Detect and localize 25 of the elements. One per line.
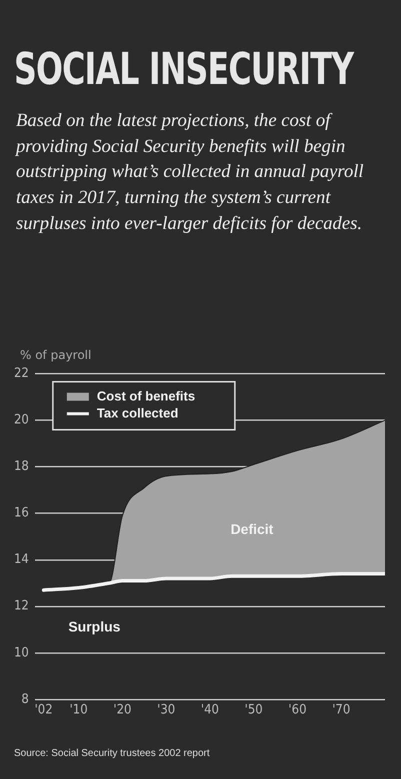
chart-subtitle: Based on the latest projections, the cost of providing Social Security benefits will begin outstripping what’s collected in annual payroll taxes in 2017, turning the system’s current surpluses into ever-larger deficits for decades.: [16, 109, 365, 236]
legend-label: Cost of benefits: [96, 388, 196, 404]
x-tick-label: '30: [157, 702, 176, 718]
x-tick-label: '70: [332, 702, 350, 718]
x-tick-label: '20: [113, 702, 132, 718]
y-tick-label: 10: [14, 645, 29, 660]
y-axis-title: % of payroll: [20, 348, 92, 362]
y-tick-label: 22: [14, 366, 29, 382]
x-tick-label: '40: [200, 702, 219, 718]
annotation: Deficit: [230, 520, 274, 537]
legend-label: Tax collected: [96, 405, 178, 420]
x-tick-label: '60: [288, 702, 307, 718]
y-tick-label: 8: [21, 692, 29, 707]
source-note: Source: Social Security trustees 2002 report: [14, 748, 210, 759]
y-tick-label: 12: [14, 598, 29, 614]
annotation: Surplus: [68, 618, 121, 635]
y-tick-label: 18: [14, 459, 29, 474]
y-tick-label: 14: [14, 552, 29, 568]
x-tick-label: '02: [34, 702, 53, 718]
line-series: [42, 572, 385, 592]
x-tick-label: '50: [244, 702, 263, 718]
y-tick-label: 16: [14, 506, 29, 521]
x-tick-label: '10: [70, 702, 88, 718]
chart-title: SOCIAL INSECURITY: [14, 44, 354, 95]
y-tick-label: 20: [14, 412, 29, 428]
